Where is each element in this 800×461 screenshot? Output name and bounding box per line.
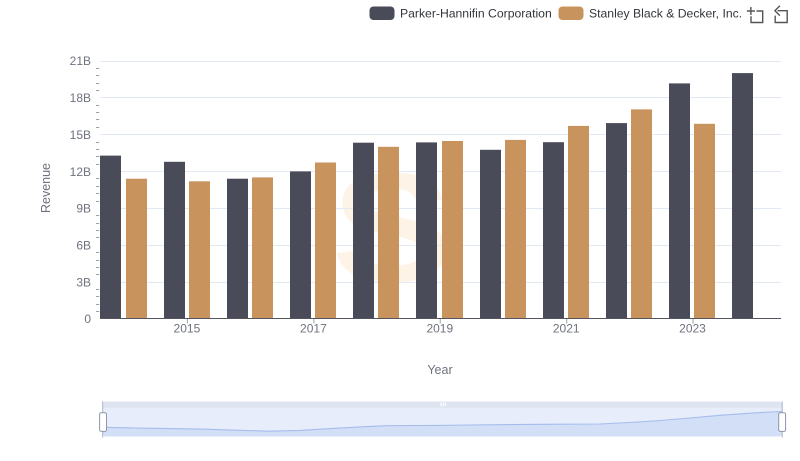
svg-text:2015: 2015 bbox=[174, 322, 201, 336]
svg-text:Revenue: Revenue bbox=[39, 163, 53, 213]
svg-text:6B: 6B bbox=[76, 239, 91, 253]
svg-text:2021: 2021 bbox=[553, 322, 580, 336]
svg-text:21B: 21B bbox=[70, 54, 91, 68]
svg-text:2019: 2019 bbox=[426, 322, 453, 336]
svg-text:15B: 15B bbox=[70, 128, 91, 142]
svg-text:Stanley Black & Decker, Inc.: Stanley Black & Decker, Inc. bbox=[589, 7, 742, 21]
svg-text:2017: 2017 bbox=[300, 322, 327, 336]
svg-text:0: 0 bbox=[84, 312, 91, 326]
svg-text:9B: 9B bbox=[76, 202, 91, 216]
svg-text:3B: 3B bbox=[76, 275, 91, 289]
svg-text:Parker-Hannifin Corporation: Parker-Hannifin Corporation bbox=[400, 7, 552, 21]
svg-text:2023: 2023 bbox=[679, 322, 706, 336]
svg-text:12B: 12B bbox=[70, 165, 91, 179]
svg-text:18B: 18B bbox=[70, 91, 91, 105]
svg-text:Year: Year bbox=[427, 363, 452, 377]
